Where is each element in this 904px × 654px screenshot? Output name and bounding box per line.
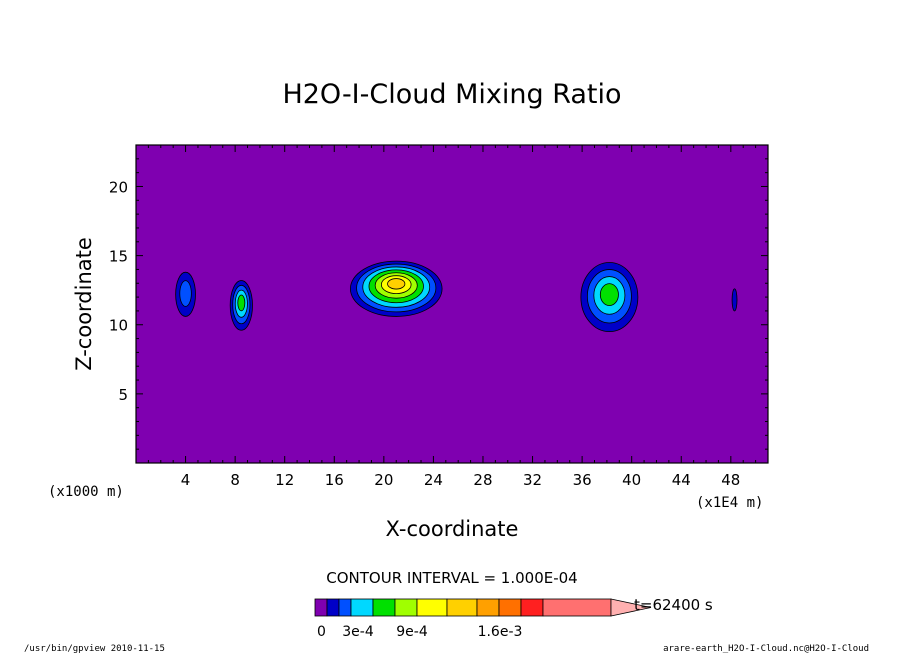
cloud-feature xyxy=(229,280,253,331)
contour-interval-text: CONTOUR INTERVAL = 1.000E-04 xyxy=(326,569,577,587)
y-unit-note: (x1000 m) xyxy=(48,484,124,500)
x-axis-label: X-coordinate xyxy=(386,517,519,541)
contour-level xyxy=(179,280,192,307)
contour-features xyxy=(175,260,738,333)
x-tick-label: 32 xyxy=(523,471,542,489)
x-tick-label: 44 xyxy=(672,471,691,489)
x-tick-label: 36 xyxy=(573,471,592,489)
contour-level xyxy=(237,294,246,312)
colorbar-swatch xyxy=(350,598,374,617)
y-tick-label: 20 xyxy=(109,178,128,196)
colorbar-label: 9e-4 xyxy=(396,624,428,640)
x-tick-label: 16 xyxy=(325,471,344,489)
cloud-feature xyxy=(175,271,196,317)
x-tick-label: 40 xyxy=(622,471,641,489)
chart-title: H2O-I-Cloud Mixing Ratio xyxy=(282,79,621,110)
colorbar-swatch xyxy=(314,598,328,617)
y-tick-label: 10 xyxy=(109,317,128,335)
x-unit-note: (x1E4 m) xyxy=(696,495,763,511)
colorbar-swatch xyxy=(542,598,612,617)
colorbar-swatch xyxy=(372,598,396,617)
colorbar-swatch xyxy=(520,598,544,617)
contour-level xyxy=(599,283,619,306)
x-tick-label: 4 xyxy=(181,471,191,489)
cloud-feature xyxy=(731,288,738,312)
time-text: t=62400 s xyxy=(634,596,713,614)
colorbar-swatch xyxy=(326,598,340,617)
colorbar-swatch xyxy=(498,598,522,617)
x-tick-label: 20 xyxy=(374,471,393,489)
colorbar-swatch xyxy=(416,598,448,617)
colorbar-swatch xyxy=(394,598,418,617)
plot-frame xyxy=(135,144,769,464)
x-tick-label: 8 xyxy=(230,471,240,489)
colorbar-label: 0 xyxy=(317,624,326,640)
colorbar-label: 3e-4 xyxy=(342,624,374,640)
footer-left: /usr/bin/gpview 2010-11-15 xyxy=(24,644,165,654)
colorbar-swatch xyxy=(476,598,500,617)
y-axis-label: Z-coordinate xyxy=(72,237,96,371)
x-tick-label: 12 xyxy=(275,471,294,489)
y-tick-label: 15 xyxy=(109,248,128,266)
y-tick-label: 5 xyxy=(118,386,128,404)
colorbar-swatch xyxy=(338,598,352,617)
contour-level xyxy=(731,288,738,312)
cloud-feature xyxy=(349,260,443,317)
footer-right: arare-earth_H2O-I-Cloud.nc@H2O-I-Cloud xyxy=(663,644,869,654)
cloud-feature xyxy=(580,262,639,333)
x-tick-label: 28 xyxy=(473,471,492,489)
colorbar: 0 3e-4 9e-4 1.6e-3 xyxy=(314,598,652,640)
x-tick-label: 48 xyxy=(721,471,740,489)
contour-level xyxy=(387,278,406,290)
colorbar-swatch xyxy=(446,598,478,617)
colorbar-arrow xyxy=(610,598,652,617)
colorbar-label: 1.6e-3 xyxy=(478,624,523,640)
x-tick-label: 24 xyxy=(424,471,443,489)
